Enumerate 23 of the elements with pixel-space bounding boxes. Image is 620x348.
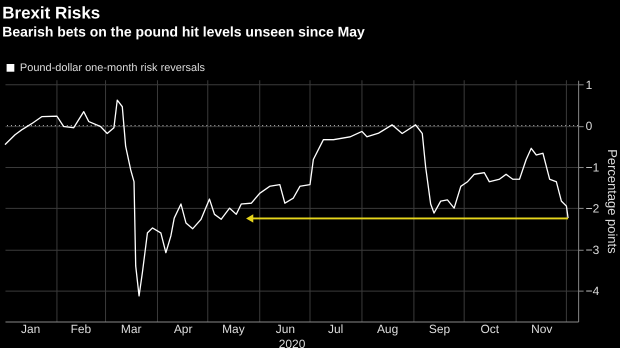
y-tick-label: 1 [586,78,593,92]
line-series [4,99,569,297]
y-tick-label: 0 [586,119,593,134]
x-tick-label: Feb [70,322,92,336]
x-tick-label: Oct [480,322,500,336]
x-tick-label: May [222,322,245,336]
x-tick-label: Jan [20,322,40,336]
x-tick-label: Sep [428,322,451,336]
y-axis-title: Percentage points [605,149,620,254]
x-axis-title: 2020 [278,336,306,348]
y-tick-label: −1 [586,160,600,174]
x-tick-label: Aug [376,322,398,336]
legend-label: Pound-dollar one-month risk reversals [20,62,206,74]
y-tick-label: −2 [586,202,600,216]
x-tick-label: Mar [120,322,142,336]
x-tick-label: Jun [276,322,295,336]
y-tick-label: −3 [586,242,600,257]
y-tick-label: −4 [586,284,600,298]
chart-title: Brexit Risks [2,4,100,23]
x-tick-label: Jul [328,322,344,336]
x-tick-label: Apr [174,322,192,336]
chart-subtitle: Bearish bets on the pound hit levels unseen since May [2,23,365,40]
x-tick-label: Nov [531,322,552,336]
